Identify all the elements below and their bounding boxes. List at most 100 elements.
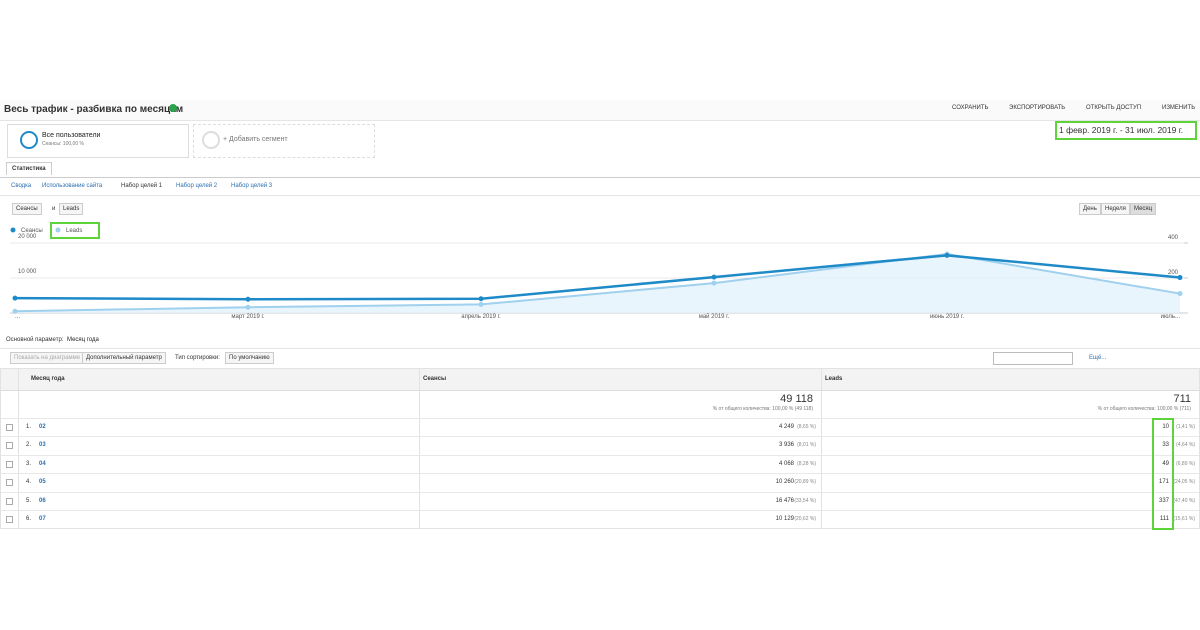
header-bar — [0, 100, 1200, 121]
tab[interactable]: Статистика — [6, 162, 52, 175]
highlight — [1152, 418, 1174, 530]
row-leads-pct: (1,41 %) — [1176, 424, 1195, 430]
row-leads: 10 — [1162, 424, 1169, 430]
row-leads-pct: (24,05 %) — [1173, 479, 1195, 486]
subtab[interactable]: Сводка — [11, 183, 32, 189]
chart: 10 000 20 000 200 400... март 2019 г. апрель … — [10, 227, 1188, 320]
legend-label: Сеансы — [21, 228, 43, 234]
row-sessions-pct: (8,65 %) — [797, 424, 816, 430]
more-link[interactable]: Ещё... — [1089, 355, 1107, 361]
legend-swatch — [55, 227, 61, 233]
row-sessions-pct: (8,01 %) — [797, 442, 816, 449]
x-tick-label: март 2019 г. — [231, 314, 265, 320]
row-index: 6. — [26, 516, 32, 522]
row-month[interactable]: 04 — [39, 460, 46, 467]
column-header: Leads — [825, 376, 843, 382]
x-tick-label: апрель 2019 г. — [461, 314, 501, 320]
highlight — [1055, 121, 1197, 140]
row-sessions: 3 936 — [778, 442, 794, 449]
row-index: 5. — [26, 497, 32, 504]
action-export[interactable]: ЭКСПОРТИРОВАТЬ — [1009, 105, 1066, 111]
metric-select[interactable]: Leads — [59, 203, 84, 215]
row-month[interactable]: 05 — [39, 479, 46, 486]
subtab[interactable]: Набор целей 3 — [231, 183, 273, 189]
y-tick-label: 10 000 — [18, 269, 37, 275]
series-point — [245, 304, 251, 310]
column-header: Месяц года — [31, 376, 65, 382]
verified-icon — [169, 104, 177, 112]
series-point — [1177, 291, 1183, 297]
series-line — [14, 254, 1181, 301]
subtab[interactable]: Набор целей 1 — [121, 183, 163, 189]
metric-joiner: и — [52, 206, 56, 212]
row-leads: 111 — [1159, 516, 1169, 522]
row-month[interactable]: 03 — [39, 442, 46, 449]
data-table: Месяц года Сеансы Leads 49 118% от общего к… — [0, 368, 1200, 529]
row-leads: 171 — [1158, 479, 1169, 486]
granularity-button[interactable]: Неделя — [1101, 203, 1130, 215]
row-checkbox — [6, 479, 13, 487]
row-sessions: 10 260 — [775, 479, 794, 486]
y2-tick-label: 400 — [1168, 235, 1179, 241]
x-tick-label: июль... — [1161, 314, 1181, 320]
row-checkbox — [6, 460, 13, 468]
series-point — [478, 296, 484, 302]
segment-ring — [20, 131, 38, 149]
row-index: 4. — [26, 479, 32, 486]
row-month[interactable]: 06 — [39, 497, 46, 504]
granularity-button[interactable]: День — [1079, 203, 1101, 215]
highlight — [50, 222, 100, 239]
row-rule — [1, 436, 1199, 438]
rule — [0, 195, 1200, 196]
series-point — [711, 274, 717, 280]
rule — [0, 348, 1200, 349]
subtab[interactable]: Набор целей 2 — [176, 183, 218, 189]
row-leads: 33 — [1162, 442, 1169, 449]
action-edit[interactable]: ИЗМЕНИТЬ — [1162, 105, 1196, 111]
segment-card[interactable] — [7, 124, 189, 158]
row-sessions-pct: (20,89 %) — [794, 479, 816, 486]
row-rule — [1, 491, 1199, 493]
series-point — [12, 308, 18, 314]
plot-button[interactable]: Показать на диаграмме — [10, 352, 85, 364]
series-line — [14, 253, 1181, 313]
report-title: Весь трафик - разбивка по месяцам — [4, 104, 184, 115]
granularity-button[interactable]: Месяц — [1130, 203, 1157, 215]
total-note: % от общего количества: 100,00 % (711) — [1097, 406, 1191, 412]
row-index: 1. — [26, 424, 32, 430]
add-segment-card[interactable] — [193, 124, 375, 158]
row-index: 3. — [26, 460, 32, 467]
row-month[interactable]: 02 — [39, 424, 46, 430]
column-header: Сеансы — [423, 376, 447, 382]
y-tick-label: 20 000 — [18, 234, 37, 240]
row-checkbox — [6, 497, 13, 505]
row-rule — [1, 510, 1199, 511]
series-point — [478, 301, 484, 307]
row-leads: 337 — [1158, 497, 1169, 504]
action-share[interactable]: ОТКРЫТЬ ДОСТУП — [1086, 105, 1142, 111]
segment-detail: Сеансы: 100,00 % — [42, 141, 84, 147]
date-range[interactable]: 1 февр. 2019 г. - 31 июл. 2019 г. — [1059, 125, 1184, 135]
column-divider — [419, 369, 420, 528]
metric-select[interactable]: Сеансы — [12, 203, 42, 215]
row-leads-pct: (15,61 %) — [1173, 516, 1195, 522]
row-sessions-pct: (33,54 %) — [794, 497, 816, 504]
sort-select[interactable]: По умолчанию — [225, 352, 274, 364]
series-point — [12, 295, 18, 301]
secondary-dimension[interactable]: Дополнительный параметр — [82, 352, 166, 364]
search-box[interactable] — [993, 352, 1073, 365]
row-checkbox — [6, 442, 13, 450]
row-rule — [1, 418, 1199, 419]
series-point — [245, 296, 251, 302]
row-month[interactable]: 07 — [39, 516, 46, 522]
legend-swatch — [10, 227, 16, 233]
column-divider — [18, 369, 19, 528]
row-sessions: 16 476 — [775, 497, 794, 504]
series-point — [1177, 275, 1183, 281]
subtab[interactable]: Использование сайта — [42, 183, 103, 189]
row-sessions: 10 129 — [775, 516, 794, 522]
action-save[interactable]: СОХРАНИТЬ — [952, 105, 989, 111]
row-leads-pct: (47,40 %) — [1173, 497, 1195, 504]
row-rule — [1, 473, 1199, 475]
